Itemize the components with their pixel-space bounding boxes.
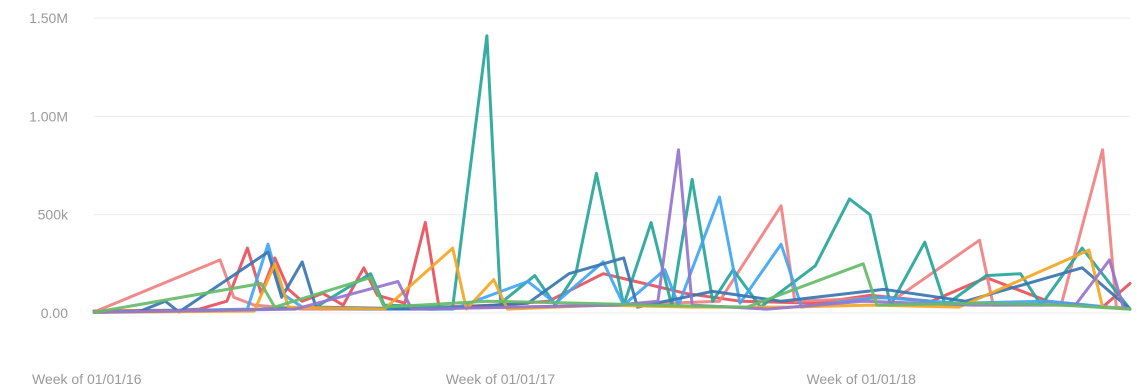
series-line-1 (92, 148, 1132, 314)
series-line-6 (92, 148, 1132, 314)
series-line-5 (92, 246, 1132, 314)
y-tick-label-2: 1.00M (29, 108, 68, 124)
series-line-7 (92, 262, 1132, 314)
x-tick-label-0: Week of 01/01/16 (32, 371, 142, 387)
y-tick-label-0: 0.00 (41, 305, 68, 321)
y-axis: 0.00 500k 1.00M 1.50M (29, 10, 69, 321)
series-group (92, 34, 1132, 314)
grid-lines (94, 17, 1130, 314)
y-tick-label-3: 1.50M (29, 10, 68, 26)
y-tick-label-1: 500k (38, 207, 69, 223)
x-tick-label-2: Week of 01/01/18 (806, 371, 916, 387)
x-axis: Week of 01/01/16 Week of 01/01/17 Week of … (32, 371, 916, 387)
series-line-2 (92, 34, 1132, 314)
x-tick-label-1: Week of 01/01/17 (446, 371, 556, 387)
